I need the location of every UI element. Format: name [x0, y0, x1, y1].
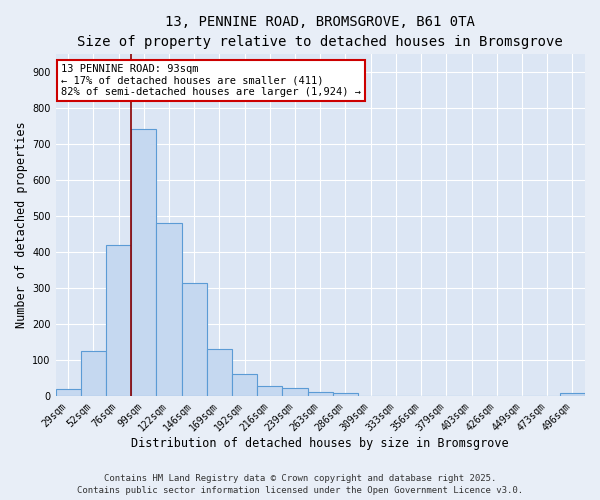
Bar — [257, 386, 283, 396]
Text: Contains HM Land Registry data © Crown copyright and database right 2025.
Contai: Contains HM Land Registry data © Crown c… — [77, 474, 523, 495]
X-axis label: Distribution of detached houses by size in Bromsgrove: Distribution of detached houses by size … — [131, 437, 509, 450]
Bar — [308, 392, 333, 396]
Bar — [283, 388, 308, 396]
Title: 13, PENNINE ROAD, BROMSGROVE, B61 0TA
Size of property relative to detached hous: 13, PENNINE ROAD, BROMSGROVE, B61 0TA Si… — [77, 15, 563, 48]
Bar — [182, 282, 207, 396]
Text: 13 PENNINE ROAD: 93sqm
← 17% of detached houses are smaller (411)
82% of semi-de: 13 PENNINE ROAD: 93sqm ← 17% of detached… — [61, 64, 361, 98]
Bar — [207, 349, 232, 396]
Bar — [81, 351, 106, 396]
Bar — [56, 389, 81, 396]
Bar — [232, 374, 257, 396]
Bar — [333, 393, 358, 396]
Bar — [106, 244, 131, 396]
Y-axis label: Number of detached properties: Number of detached properties — [15, 122, 28, 328]
Bar — [157, 223, 182, 396]
Bar — [560, 393, 585, 396]
Bar — [131, 130, 157, 396]
